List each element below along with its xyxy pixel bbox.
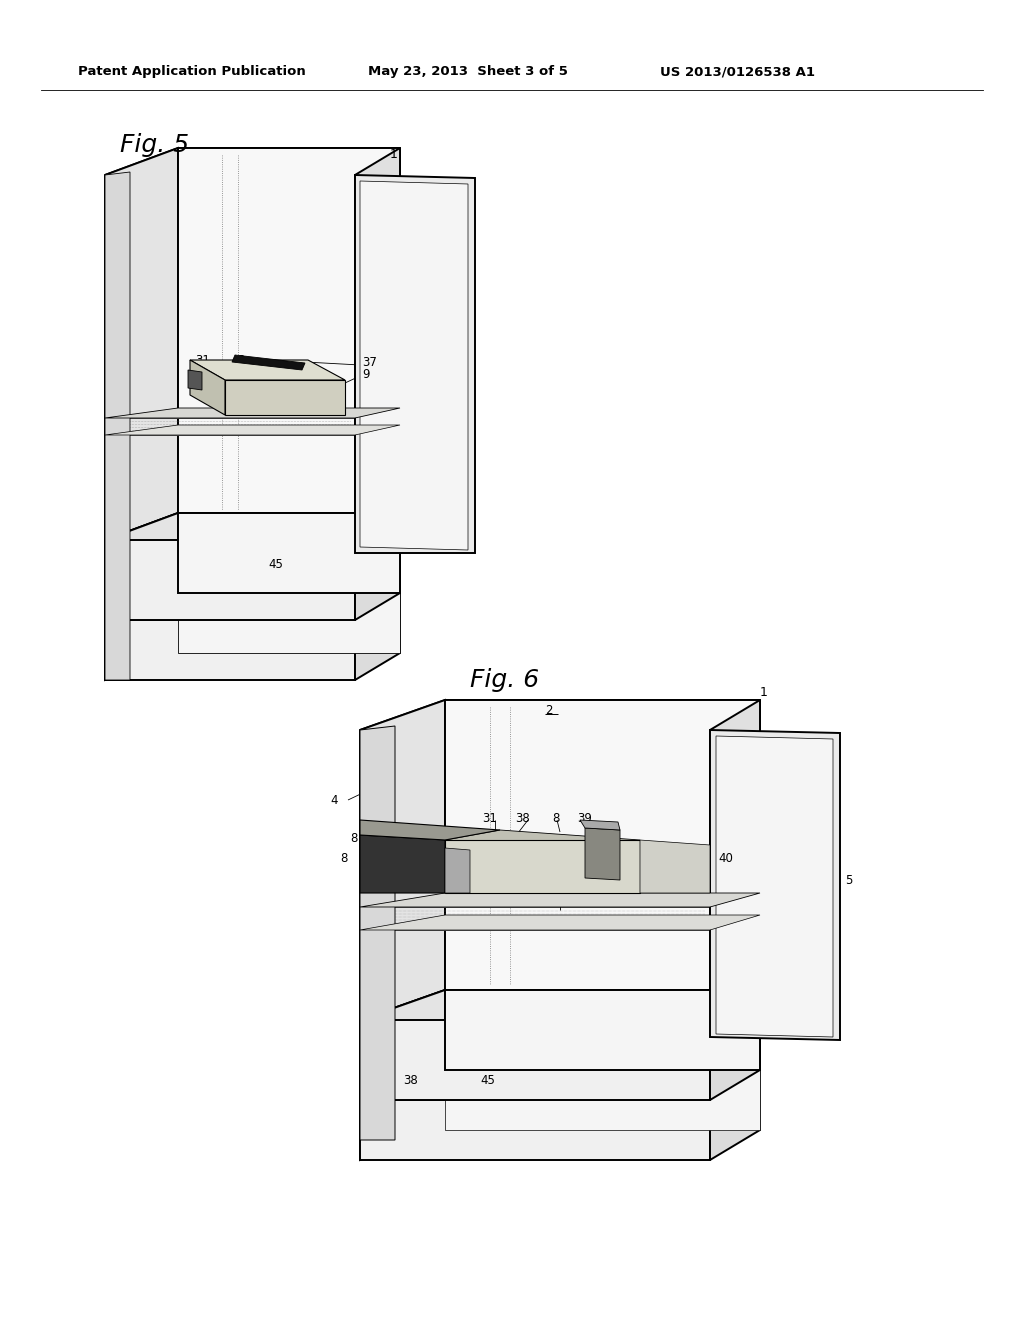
Polygon shape — [105, 513, 178, 620]
Text: 38: 38 — [515, 812, 529, 825]
Text: Patent Application Publication: Patent Application Publication — [78, 66, 306, 78]
Text: 5: 5 — [845, 874, 852, 887]
Polygon shape — [360, 1071, 445, 1160]
Text: 9: 9 — [558, 894, 565, 907]
Polygon shape — [188, 370, 202, 389]
Polygon shape — [445, 840, 640, 894]
Polygon shape — [580, 820, 620, 830]
Polygon shape — [360, 1100, 710, 1160]
Polygon shape — [360, 726, 395, 1140]
Polygon shape — [178, 148, 400, 513]
Polygon shape — [105, 148, 178, 540]
Polygon shape — [355, 176, 475, 553]
Text: 9: 9 — [362, 368, 370, 381]
Polygon shape — [360, 915, 760, 931]
Polygon shape — [360, 836, 445, 894]
Text: 38: 38 — [403, 1073, 418, 1086]
Polygon shape — [360, 181, 468, 550]
Text: 31: 31 — [195, 354, 210, 367]
Polygon shape — [360, 700, 445, 1020]
Polygon shape — [105, 620, 355, 680]
Polygon shape — [105, 540, 355, 620]
Text: May 23, 2013  Sheet 3 of 5: May 23, 2013 Sheet 3 of 5 — [368, 66, 568, 78]
Text: US 2013/0126538 A1: US 2013/0126538 A1 — [660, 66, 815, 78]
Text: 40: 40 — [718, 851, 733, 865]
Polygon shape — [355, 148, 400, 540]
Polygon shape — [105, 425, 400, 436]
Text: 31: 31 — [482, 812, 497, 825]
Polygon shape — [360, 990, 445, 1100]
Polygon shape — [445, 830, 640, 850]
Polygon shape — [445, 700, 760, 990]
Text: 2: 2 — [545, 704, 553, 717]
Polygon shape — [190, 360, 225, 414]
Polygon shape — [105, 148, 400, 176]
Polygon shape — [105, 513, 400, 540]
Text: 39: 39 — [577, 812, 592, 825]
Polygon shape — [105, 593, 178, 680]
Polygon shape — [232, 355, 305, 370]
Text: 4: 4 — [330, 793, 338, 807]
Polygon shape — [360, 990, 760, 1020]
Text: 8: 8 — [340, 851, 347, 865]
Text: 8: 8 — [350, 832, 357, 845]
Polygon shape — [225, 380, 345, 414]
Text: Fig. 5: Fig. 5 — [120, 133, 189, 157]
Text: 1: 1 — [760, 686, 768, 700]
Polygon shape — [445, 1071, 760, 1130]
Polygon shape — [105, 408, 400, 418]
Text: 37: 37 — [362, 356, 377, 370]
Polygon shape — [710, 700, 760, 1020]
Polygon shape — [640, 840, 710, 894]
Polygon shape — [190, 360, 345, 380]
Polygon shape — [360, 700, 760, 730]
Text: 1: 1 — [390, 149, 398, 161]
Polygon shape — [710, 730, 840, 1040]
Text: 8: 8 — [552, 812, 559, 825]
Polygon shape — [710, 990, 760, 1100]
Polygon shape — [178, 593, 400, 653]
Polygon shape — [355, 513, 400, 620]
Polygon shape — [360, 1020, 710, 1100]
Text: 45: 45 — [268, 558, 283, 572]
Polygon shape — [355, 593, 400, 680]
Text: 11: 11 — [245, 366, 260, 379]
Text: 45: 45 — [480, 1073, 495, 1086]
Polygon shape — [445, 990, 760, 1071]
Polygon shape — [716, 737, 833, 1038]
Text: 8: 8 — [237, 354, 245, 367]
Polygon shape — [105, 172, 130, 680]
Text: Fig. 6: Fig. 6 — [470, 668, 539, 692]
Polygon shape — [585, 828, 620, 880]
Polygon shape — [360, 820, 500, 840]
Polygon shape — [445, 847, 470, 894]
Polygon shape — [178, 513, 400, 593]
Polygon shape — [710, 1071, 760, 1160]
Polygon shape — [360, 894, 760, 907]
